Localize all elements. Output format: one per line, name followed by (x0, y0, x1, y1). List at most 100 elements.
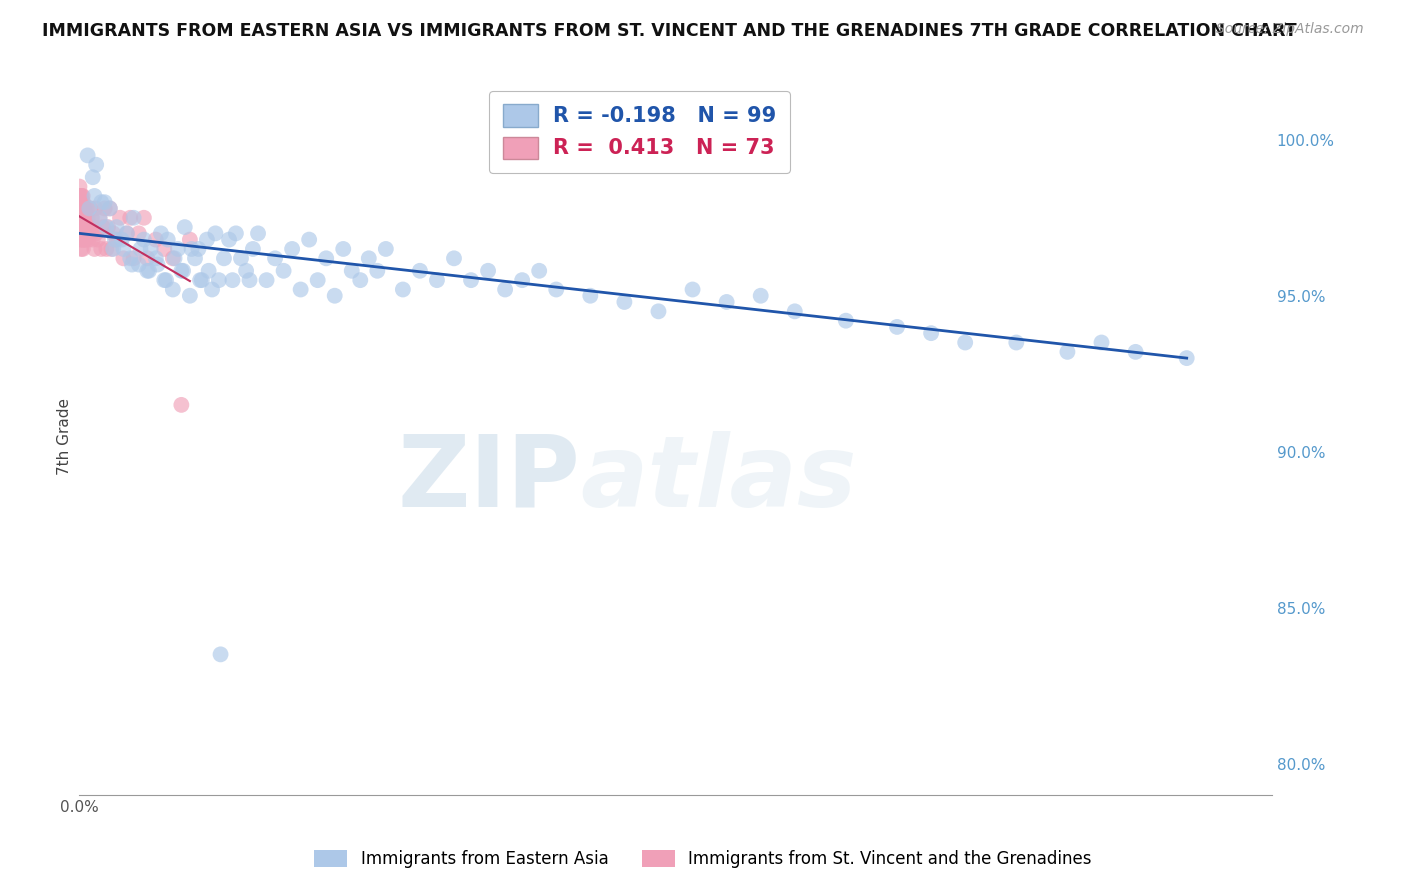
Point (173, 220, 195, 235)
Point (103, 227, 125, 241)
Point (79, 220, 101, 235)
Point (82, 170, 104, 185)
Text: atlas: atlas (581, 431, 856, 527)
Point (146, 258, 169, 272)
Point (392, 283, 415, 297)
Point (149, 227, 172, 241)
Point (97, 220, 120, 235)
Point (111, 233, 134, 247)
Point (100, 242, 122, 256)
Point (579, 289, 602, 303)
Point (69, 195, 91, 210)
Legend: R = -0.198   N = 99, R =  0.413   N = 73: R = -0.198 N = 99, R = 0.413 N = 73 (489, 91, 790, 173)
Point (83, 189, 105, 203)
Point (83, 220, 105, 235)
Point (145, 252, 167, 266)
Point (235, 264, 257, 278)
Point (494, 283, 516, 297)
Text: IMMIGRANTS FROM EASTERN ASIA VS IMMIGRANTS FROM ST. VINCENT AND THE GRENADINES 7: IMMIGRANTS FROM EASTERN ASIA VS IMMIGRAN… (42, 22, 1296, 40)
Point (70, 233, 93, 247)
Point (90, 242, 112, 256)
Point (153, 242, 176, 256)
Point (212, 252, 235, 266)
Point (72, 242, 94, 256)
Point (70, 189, 93, 203)
Point (229, 252, 252, 266)
Point (1090, 335, 1112, 350)
Point (315, 252, 337, 266)
Point (546, 283, 568, 297)
Point (120, 211, 142, 225)
Point (682, 283, 704, 297)
Point (409, 264, 432, 278)
Point (155, 273, 177, 287)
Point (221, 273, 243, 287)
Point (281, 242, 304, 256)
Point (69, 202, 91, 216)
Point (122, 211, 145, 225)
Point (84, 227, 107, 241)
Point (920, 326, 942, 340)
Point (89, 211, 111, 225)
Point (256, 273, 278, 287)
Point (264, 252, 287, 266)
Point (886, 320, 908, 334)
Point (298, 233, 321, 247)
Point (128, 227, 150, 241)
Point (162, 283, 184, 297)
Point (84, 158, 107, 172)
Point (132, 233, 155, 247)
Point (105, 220, 128, 235)
Point (1005, 335, 1028, 350)
Point (73, 220, 96, 235)
Text: ZIP: ZIP (398, 431, 581, 527)
Point (84, 202, 107, 216)
Point (76, 211, 98, 225)
Point (323, 289, 346, 303)
Point (132, 211, 155, 225)
Point (238, 273, 260, 287)
Point (69, 195, 91, 210)
Point (76, 148, 98, 162)
Point (69, 220, 91, 235)
Point (443, 252, 465, 266)
Point (73, 220, 96, 235)
Point (73, 233, 96, 247)
Point (953, 335, 976, 350)
Point (77, 233, 100, 247)
Point (83, 242, 105, 256)
Point (783, 304, 806, 318)
Point (162, 252, 184, 266)
Point (242, 242, 264, 256)
Point (201, 283, 224, 297)
Point (170, 264, 193, 278)
Point (104, 233, 127, 247)
Point (179, 289, 201, 303)
Point (80, 227, 103, 241)
Point (197, 264, 219, 278)
Point (374, 242, 396, 256)
Point (835, 314, 858, 328)
Point (76, 227, 98, 241)
Point (366, 264, 388, 278)
Y-axis label: 7th Grade: 7th Grade (58, 398, 72, 475)
Point (73, 202, 96, 216)
Point (247, 227, 270, 241)
Point (121, 258, 143, 272)
Point (93, 195, 115, 210)
Point (69, 189, 91, 203)
Point (153, 273, 176, 287)
Point (112, 252, 135, 266)
Point (187, 242, 209, 256)
Point (69, 211, 91, 225)
Point (1056, 344, 1078, 359)
Point (156, 233, 179, 247)
Point (72, 211, 94, 225)
Point (73, 211, 96, 225)
Point (69, 179, 91, 194)
Point (69, 233, 91, 247)
Point (136, 264, 159, 278)
Point (93, 202, 115, 216)
Point (70, 202, 93, 216)
Point (290, 283, 312, 297)
